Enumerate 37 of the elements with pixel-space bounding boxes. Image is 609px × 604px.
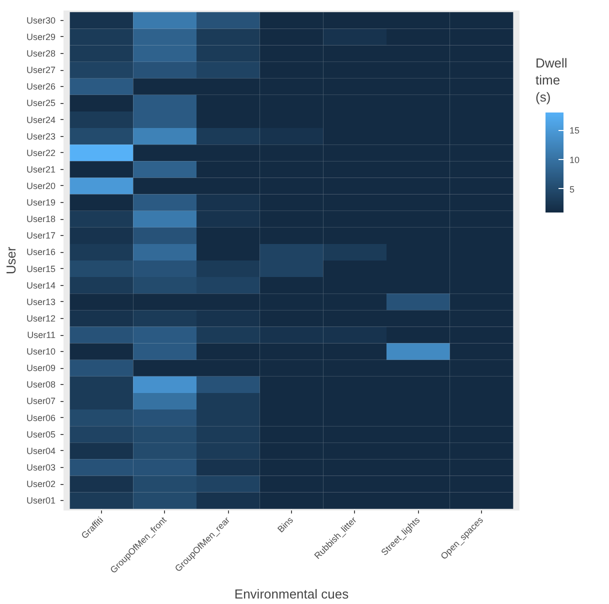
y-tick-label: User04 xyxy=(26,446,56,456)
color-bar-label: 10 xyxy=(570,155,580,166)
y-tick-label: User16 xyxy=(26,247,56,258)
y-tick-label: User10 xyxy=(26,346,56,357)
y-tick-label: User01 xyxy=(26,496,56,506)
y-axis-title: User xyxy=(3,246,18,274)
y-tick-label: User14 xyxy=(26,280,56,290)
y-tick-label: User25 xyxy=(26,98,56,108)
color-bar-label: 5 xyxy=(570,184,575,194)
y-tick-label: User03 xyxy=(26,462,56,472)
x-axis-title: Environmental cues xyxy=(234,586,350,602)
y-tick-label: User26 xyxy=(26,82,56,92)
y-tick-label: User07 xyxy=(26,396,56,406)
y-tick-label: User28 xyxy=(26,48,56,59)
y-tick-label: User13 xyxy=(26,296,56,307)
y-tick-label: User05 xyxy=(26,429,56,440)
y-tick-label: User06 xyxy=(26,412,56,423)
color-bar-title: Dwell time (s) xyxy=(536,56,568,104)
y-tick-label: User15 xyxy=(26,264,56,274)
y-tick-label: User24 xyxy=(26,114,56,125)
y-tick-label: User27 xyxy=(26,65,56,76)
y-tick-label: User08 xyxy=(26,380,56,390)
y-tick-label: User29 xyxy=(26,32,56,42)
y-tick-label: User30 xyxy=(26,15,56,26)
y-tick-label: User18 xyxy=(26,214,56,224)
x-tick-label: Bins xyxy=(276,514,296,534)
y-tick-label: User17 xyxy=(26,230,56,241)
y-tick-label: User21 xyxy=(26,164,56,174)
y-tick-label: User09 xyxy=(26,363,56,374)
color-bar-label: 15 xyxy=(570,126,580,136)
y-tick-label: User11 xyxy=(27,330,56,340)
y-tick-label: User19 xyxy=(26,198,56,208)
y-tick-label: User23 xyxy=(26,131,56,142)
y-tick-label: User20 xyxy=(26,180,56,191)
y-tick-label: User22 xyxy=(26,148,56,158)
y-tick-label: User02 xyxy=(26,479,56,490)
y-tick-label: User12 xyxy=(26,313,56,324)
